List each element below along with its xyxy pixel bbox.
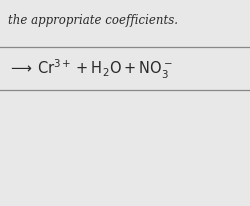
Text: $\longrightarrow\, \mathrm{Cr}^{3+} + \mathrm{H_2O} + \mathrm{NO_3^-}$: $\longrightarrow\, \mathrm{Cr}^{3+} + \m… (8, 57, 172, 81)
Text: the appropriate coefficients.: the appropriate coefficients. (8, 14, 177, 27)
